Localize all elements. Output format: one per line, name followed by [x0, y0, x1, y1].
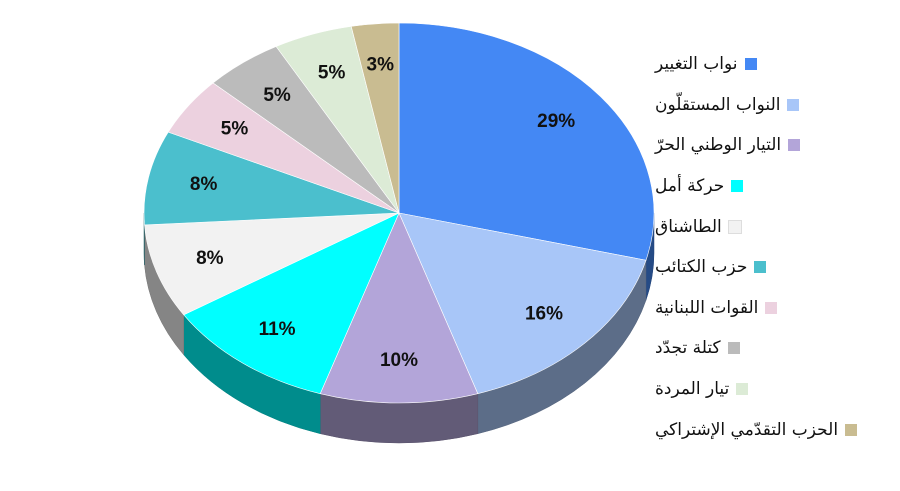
pie-slice — [398, 212, 647, 395]
pie-value-label: 16% — [525, 303, 563, 324]
legend-swatch — [731, 180, 744, 193]
legend-label: النواب المستقلّون — [655, 94, 781, 115]
legend-item: النواب المستقلّون — [655, 85, 895, 126]
pie-value-label: 8% — [190, 174, 218, 195]
legend: نواب التغيير النواب المستقلّون التيار ال… — [655, 44, 895, 450]
pie-value-label: 8% — [196, 248, 224, 269]
legend-swatch — [788, 139, 801, 152]
legend-item: الطاشناق — [655, 206, 895, 247]
legend-swatch — [765, 301, 778, 314]
legend-swatch — [736, 383, 749, 396]
pie-slice — [350, 22, 400, 214]
legend-swatch — [787, 98, 800, 111]
legend-label: كتلة تجدّد — [655, 338, 721, 359]
legend-label: نواب التغيير — [655, 54, 738, 75]
legend-swatch — [727, 219, 742, 234]
legend-swatch — [845, 423, 858, 436]
pie-slice — [319, 212, 479, 404]
legend-swatch — [754, 261, 767, 274]
pie-value-label: 5% — [318, 63, 346, 84]
legend-item: تيار المردة — [655, 369, 895, 410]
legend-swatch — [744, 58, 757, 71]
pie-slice — [143, 131, 400, 226]
legend-label: الطاشناق — [655, 216, 722, 237]
pie-value-label: 3% — [367, 54, 395, 75]
legend-item: حركة أمل — [655, 166, 895, 207]
pie-slice — [398, 22, 655, 261]
legend-label: حركة أمل — [655, 176, 725, 197]
legend-label: تيار المردة — [655, 379, 730, 400]
pie-value-label: 5% — [263, 85, 291, 106]
pie-value-label: 5% — [221, 119, 249, 140]
legend-item: الحزب التقدّمي الإشتراكي — [655, 409, 895, 450]
pie-value-label: 10% — [380, 350, 418, 371]
legend-item: كتلة تجدّد — [655, 328, 895, 369]
pie-slice — [144, 212, 400, 316]
legend-label: القوات اللبنانية — [655, 297, 759, 318]
legend-label: التيار الوطني الحرّ — [655, 135, 782, 156]
legend-label: حزب الكتائب — [655, 257, 748, 278]
pie-value-labels: 29% 16% 10% 11% 8% 8% 5% 5% 5% 3% — [190, 54, 575, 371]
legend-item: حزب الكتائب — [655, 247, 895, 288]
legend-label: الحزب التقدّمي الإشتراكي — [655, 419, 839, 440]
legend-item: التيار الوطني الحرّ — [655, 125, 895, 166]
legend-item: القوات اللبنانية — [655, 288, 895, 329]
pie-slices — [143, 22, 655, 404]
legend-swatch — [727, 342, 740, 355]
pie-slice — [183, 212, 400, 395]
pie-value-label: 11% — [259, 319, 296, 340]
pie-value-label: 29% — [537, 111, 575, 132]
pie-3d-sides — [143, 212, 655, 444]
legend-item: نواب التغيير — [655, 44, 895, 85]
